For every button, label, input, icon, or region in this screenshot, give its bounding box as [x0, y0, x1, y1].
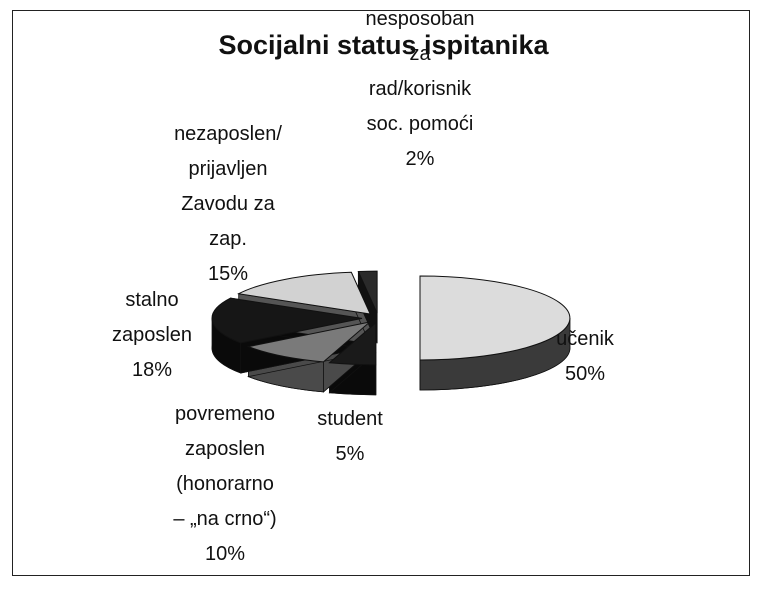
value-label: 10% — [204, 543, 246, 565]
slice-label: povremeno zaposlen (honorarno – „na crno… — [125, 397, 325, 572]
category-label: student — [317, 408, 383, 430]
pie-slice — [246, 321, 372, 363]
slice-label: nezaposlen/ prijavljen Zavodu za zap. 15% — [128, 117, 328, 292]
slice-label: nesposoban za rad/korisnik soc. pomoći 2% — [320, 2, 520, 177]
value-label: 15% — [207, 263, 249, 285]
pie-slice — [328, 321, 377, 366]
value-label: 2% — [405, 148, 435, 170]
pie-slice — [419, 275, 571, 361]
value-label: 50% — [564, 363, 606, 385]
category-label: stalno zaposlen — [111, 289, 193, 346]
frame — [12, 10, 750, 576]
category-label: nesposoban za rad/korisnik soc. pomoći — [365, 8, 475, 135]
chart-title: Socijalni status ispitanika — [218, 30, 549, 60]
pie-slice — [357, 270, 378, 314]
slice-label: učenik 50% — [485, 322, 685, 392]
category-label: učenik — [556, 328, 614, 350]
pie-slice — [237, 271, 371, 315]
category-label: nezaposlen/ prijavljen Zavodu za zap. — [174, 123, 282, 250]
category-label: povremeno zaposlen (honorarno – „na crno… — [173, 403, 277, 530]
value-label: 5% — [335, 443, 365, 465]
slice-label: stalno zaposlen 18% — [52, 283, 252, 388]
pie-slice — [211, 297, 363, 344]
slice-label: student 5% — [250, 402, 450, 472]
value-label: 18% — [131, 359, 173, 381]
